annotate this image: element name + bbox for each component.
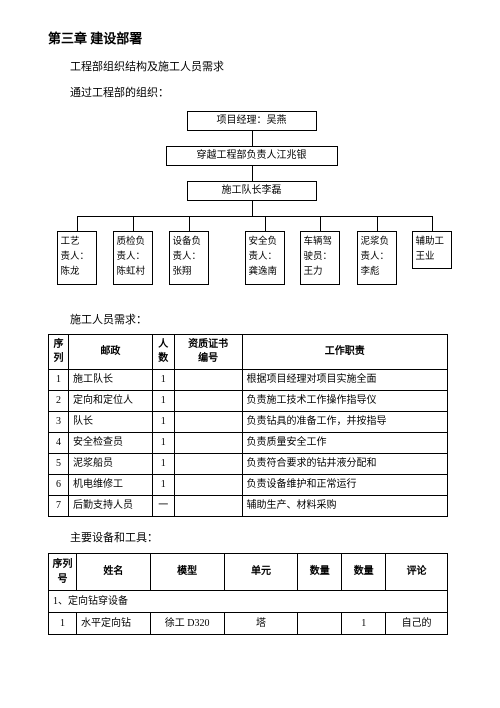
- table-header: 单元: [224, 553, 298, 590]
- org-node: 安全负责人：龚逸南: [245, 231, 285, 285]
- table-cell: 5: [49, 454, 69, 475]
- table-cell: 负责施工技术工作操作指导仪: [242, 391, 447, 412]
- org-vline: [133, 216, 134, 231]
- table-cell: 1: [49, 370, 69, 391]
- intro-line: 通过工程部的组织：: [48, 86, 460, 101]
- table-row: 4安全检查员1 负责质量安全工作: [49, 433, 448, 454]
- org-node: 设备负责人：张翔: [169, 231, 209, 285]
- table-header: 姓名: [76, 553, 150, 590]
- table-cell: 机电维修工: [68, 475, 152, 496]
- table-cell: 后勤支持人员: [68, 496, 152, 517]
- subtitle: 工程部组织结构及施工人员需求: [48, 60, 460, 75]
- table-cell: 负责设备维护和正常运行: [242, 475, 447, 496]
- table-cell: [174, 475, 242, 496]
- table-cell: 1: [152, 475, 174, 496]
- table-cell: [174, 454, 242, 475]
- table-section: 1、定向钻穿设备: [49, 590, 448, 612]
- org-node: 泥浆负责人：李彪: [357, 231, 397, 285]
- table-cell: 1: [49, 612, 77, 634]
- chapter-title: 第三章 建设部署: [48, 30, 460, 48]
- personnel-label: 施工人员需求：: [48, 313, 460, 328]
- org-vline: [252, 201, 253, 216]
- table-cell: [298, 612, 342, 634]
- table-header: 序列号: [49, 553, 77, 590]
- table-cell: 自己的: [386, 612, 448, 634]
- org-vline: [189, 216, 190, 231]
- org-vline: [77, 216, 78, 231]
- table-header: 资质证书编号: [174, 335, 242, 370]
- table-cell: 2: [49, 391, 69, 412]
- table-cell: 1: [152, 454, 174, 475]
- org-chart: 项目经理：吴燕穿越工程部负责人江兆银施工队长李磊工艺责人：陈龙质检负责人：陈虹村…: [57, 111, 452, 301]
- table-cell: [174, 370, 242, 391]
- table-cell: 安全检查员: [68, 433, 152, 454]
- table-cell: 负责钻具的准备工作，并按指导: [242, 412, 447, 433]
- personnel-table: 序列邮政人数资质证书编号工作职责1施工队长1根据项目经理对项目实施全面2定向和定…: [48, 334, 448, 517]
- org-node: 车辆驾驶员：王力: [300, 231, 340, 285]
- table-cell: 泥浆船员: [68, 454, 152, 475]
- table-cell: 根据项目经理对项目实施全面: [242, 370, 447, 391]
- table-cell: 1: [152, 370, 174, 391]
- org-vline: [252, 131, 253, 146]
- table-row: 1施工队长1 根据项目经理对项目实施全面: [49, 370, 448, 391]
- org-node: 辅助工王业: [412, 231, 452, 269]
- table-cell: 施工队长: [68, 370, 152, 391]
- table-cell: 3: [49, 412, 69, 433]
- org-node: 工艺责人：陈龙: [57, 231, 97, 285]
- table-row: 5泥浆船员1 负责符合要求的钻井液分配和: [49, 454, 448, 475]
- org-vline: [377, 216, 378, 231]
- table-header: 序列: [49, 335, 69, 370]
- table-cell: 1: [342, 612, 386, 634]
- table-cell: [174, 391, 242, 412]
- equipment-label: 主要设备和工具：: [48, 531, 460, 546]
- equipment-table: 序列号姓名模型单元数量数量评论1、定向钻穿设备1水平定向钻徐工 D320塔1自己…: [48, 553, 448, 635]
- table-header: 数量: [298, 553, 342, 590]
- org-vline: [265, 216, 266, 231]
- table-row: 2定向和定位人1 负责施工技术工作操作指导仪: [49, 391, 448, 412]
- table-cell: 定向和定位人: [68, 391, 152, 412]
- table-cell: [174, 496, 242, 517]
- org-node: 项目经理：吴燕: [187, 111, 317, 131]
- table-cell: 负责质量安全工作: [242, 433, 447, 454]
- table-cell: 负责符合要求的钻井液分配和: [242, 454, 447, 475]
- table-cell: 辅助生产、材料采购: [242, 496, 447, 517]
- table-row: 1水平定向钻徐工 D320塔1自己的: [49, 612, 448, 634]
- table-header: 人数: [152, 335, 174, 370]
- table-cell: 1: [152, 412, 174, 433]
- table-cell: 1: [152, 433, 174, 454]
- table-header: 数量: [342, 553, 386, 590]
- table-cell: 塔: [224, 612, 298, 634]
- table-header: 邮政: [68, 335, 152, 370]
- table-row: 7后勤支持人员一 辅助生产、材料采购: [49, 496, 448, 517]
- table-cell: 水平定向钻: [76, 612, 150, 634]
- org-vline: [432, 216, 433, 231]
- table-cell: 1: [152, 391, 174, 412]
- org-hline: [77, 216, 433, 217]
- table-cell: 徐工 D320: [150, 612, 224, 634]
- org-node: 施工队长李磊: [187, 181, 317, 201]
- table-row: 3队长1 负责钻具的准备工作，并按指导: [49, 412, 448, 433]
- table-cell: 队长: [68, 412, 152, 433]
- table-cell: 一: [152, 496, 174, 517]
- table-row: 6机电维修工1 负责设备维护和正常运行: [49, 475, 448, 496]
- org-node: 质检负责人：陈虹村: [113, 231, 153, 285]
- table-header: 模型: [150, 553, 224, 590]
- org-vline: [320, 216, 321, 231]
- org-vline: [252, 166, 253, 181]
- table-header: 工作职责: [242, 335, 447, 370]
- org-node: 穿越工程部负责人江兆银: [166, 146, 338, 166]
- table-cell: 6: [49, 475, 69, 496]
- table-cell: 4: [49, 433, 69, 454]
- table-cell: 7: [49, 496, 69, 517]
- table-cell: [174, 412, 242, 433]
- table-cell: [174, 433, 242, 454]
- table-header: 评论: [386, 553, 448, 590]
